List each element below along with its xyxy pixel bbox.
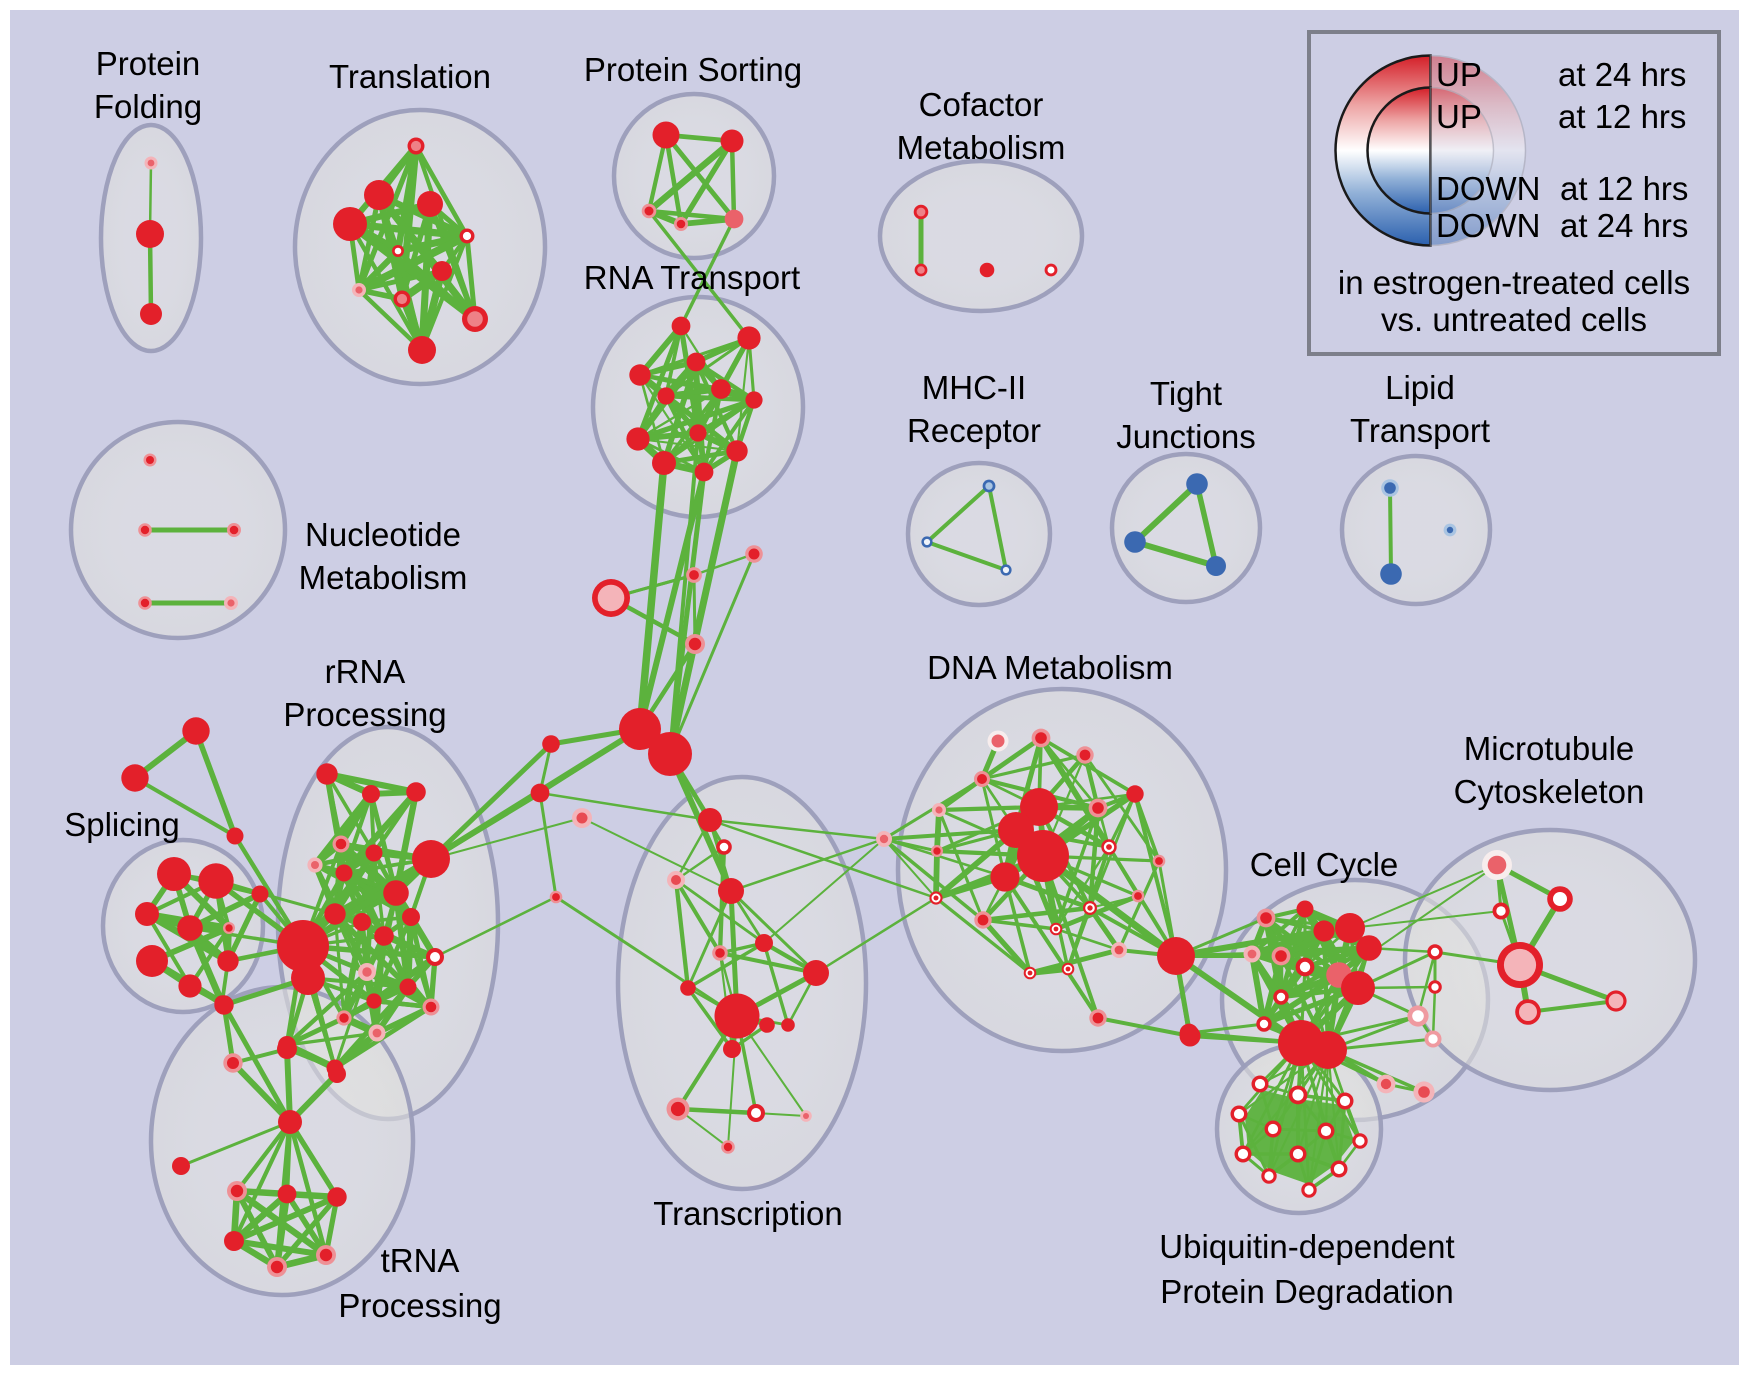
svg-text:at 24 hrs: at 24 hrs — [1558, 56, 1686, 93]
svg-text:UP: UP — [1436, 98, 1482, 135]
svg-text:in estrogen-treated cells: in estrogen-treated cells — [1338, 264, 1690, 301]
svg-text:vs. untreated cells: vs. untreated cells — [1381, 301, 1647, 338]
svg-text:Processing: Processing — [338, 1287, 501, 1324]
svg-text:Protein Sorting: Protein Sorting — [584, 51, 802, 88]
svg-text:rRNA: rRNA — [325, 653, 406, 690]
svg-text:Lipid: Lipid — [1385, 369, 1455, 406]
svg-text:Protein Degradation: Protein Degradation — [1160, 1273, 1454, 1310]
svg-text:Transcription: Transcription — [653, 1195, 843, 1232]
svg-text:Splicing: Splicing — [64, 806, 180, 843]
svg-text:Metabolism: Metabolism — [897, 129, 1066, 166]
svg-text:Tight: Tight — [1150, 375, 1222, 412]
svg-text:Ubiquitin-dependent: Ubiquitin-dependent — [1159, 1228, 1454, 1265]
svg-text:RNA Transport: RNA Transport — [584, 259, 800, 296]
svg-text:Cell Cycle: Cell Cycle — [1250, 846, 1399, 883]
svg-text:at 24 hrs: at 24 hrs — [1560, 207, 1688, 244]
svg-text:Metabolism: Metabolism — [299, 559, 468, 596]
svg-text:Transport: Transport — [1350, 412, 1490, 449]
svg-text:Processing: Processing — [283, 696, 446, 733]
svg-text:Folding: Folding — [94, 88, 202, 125]
svg-text:Junctions: Junctions — [1116, 418, 1255, 455]
svg-text:Cofactor: Cofactor — [919, 86, 1044, 123]
svg-text:Cytoskeleton: Cytoskeleton — [1454, 773, 1645, 810]
svg-text:Protein: Protein — [96, 45, 201, 82]
svg-text:Nucleotide: Nucleotide — [305, 516, 461, 553]
svg-text:Receptor: Receptor — [907, 412, 1041, 449]
svg-text:UP: UP — [1436, 56, 1482, 93]
svg-text:tRNA: tRNA — [381, 1242, 460, 1279]
svg-text:at 12 hrs: at 12 hrs — [1560, 170, 1688, 207]
svg-text:DOWN: DOWN — [1436, 207, 1540, 244]
svg-text:Microtubule: Microtubule — [1464, 730, 1635, 767]
svg-text:at 12 hrs: at 12 hrs — [1558, 98, 1686, 135]
svg-text:Translation: Translation — [329, 58, 491, 95]
svg-text:DNA Metabolism: DNA Metabolism — [927, 649, 1173, 686]
svg-text:DOWN: DOWN — [1436, 170, 1540, 207]
svg-text:MHC-II: MHC-II — [922, 369, 1026, 406]
